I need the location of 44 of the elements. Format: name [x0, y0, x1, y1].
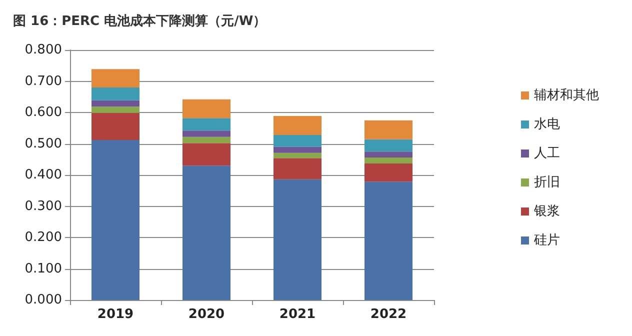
bar — [92, 88, 140, 100]
bar — [92, 112, 140, 140]
bar — [274, 179, 322, 300]
legend-label: 人工 — [534, 146, 560, 161]
legend-label: 银浆 — [533, 204, 560, 219]
bar — [274, 152, 322, 158]
bar — [182, 166, 230, 300]
bar — [364, 182, 412, 300]
bar — [92, 100, 140, 107]
y-tick-label: 0.200 — [24, 230, 62, 245]
y-tick-label: 0.800 — [24, 42, 62, 58]
y-tick-label: 0.400 — [24, 168, 62, 182]
bar — [182, 99, 230, 118]
y-tick-label: 0.300 — [24, 198, 62, 214]
bar — [364, 158, 412, 164]
bar — [364, 152, 412, 158]
chart-title: 图 16：PERC 电池成本下降测算（元/W） — [13, 14, 266, 29]
bar — [182, 118, 230, 131]
bar — [274, 116, 322, 135]
y-tick-label: 0.500 — [24, 136, 62, 152]
y-tick-label: 0.100 — [24, 261, 62, 276]
bar — [92, 69, 140, 88]
bar — [182, 130, 230, 137]
legend-label: 硅片 — [533, 233, 560, 248]
bar — [364, 163, 412, 182]
bar — [274, 158, 322, 180]
legend-label: 辅材和其他 — [534, 88, 599, 103]
x-tick-label: 2020 — [188, 307, 225, 322]
y-tick-label: 0.700 — [24, 74, 62, 89]
x-tick-label: 2019 — [97, 307, 134, 322]
x-tick-label: 2021 — [279, 307, 316, 322]
bar — [182, 136, 230, 144]
bar — [364, 120, 412, 140]
x-tick-label: 2022 — [370, 307, 407, 322]
bar — [92, 140, 140, 300]
legend-label: 折旧 — [534, 175, 560, 190]
y-tick-label: 0.600 — [24, 105, 62, 120]
bar — [364, 139, 412, 152]
legend-label: 水电 — [534, 117, 560, 132]
bar — [274, 146, 322, 153]
bar — [182, 143, 230, 166]
bar — [274, 135, 322, 147]
y-tick-label: 0.000 — [24, 292, 62, 308]
bar — [92, 106, 140, 113]
